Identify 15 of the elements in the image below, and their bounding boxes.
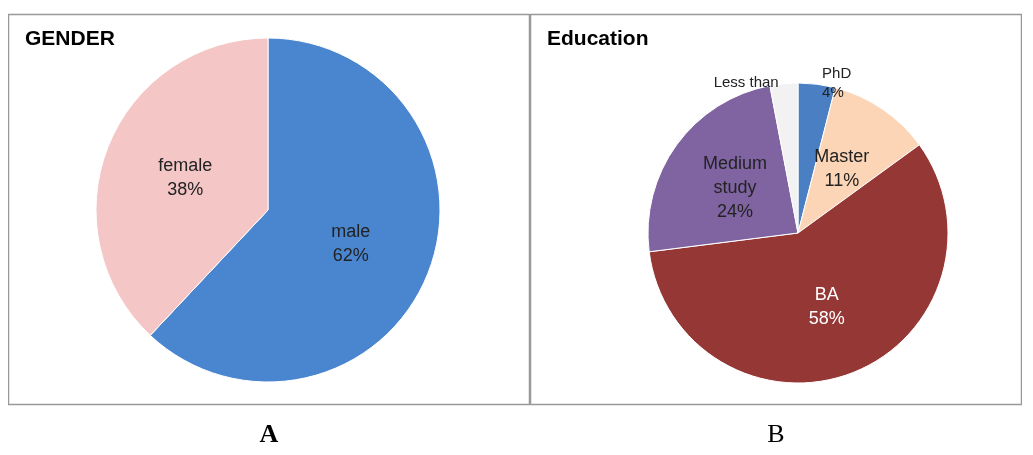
slice-label: PhD xyxy=(822,64,852,82)
chart-title: Education xyxy=(547,26,649,49)
data-label: 24% xyxy=(716,201,753,222)
data-label: 58% xyxy=(808,307,845,328)
slice-label: Less than xyxy=(713,73,779,91)
chart-title: GENDER xyxy=(25,26,115,49)
data-label: 38% xyxy=(167,179,204,200)
slice-label: female xyxy=(158,155,213,176)
slice-label: Medium study xyxy=(702,153,767,198)
text: B xyxy=(767,418,785,448)
slice-label: BA xyxy=(814,283,839,304)
slice-label: male xyxy=(331,220,371,241)
text: A xyxy=(259,418,279,448)
data-label: 62% xyxy=(332,244,369,265)
data-label: 11% xyxy=(824,170,860,191)
